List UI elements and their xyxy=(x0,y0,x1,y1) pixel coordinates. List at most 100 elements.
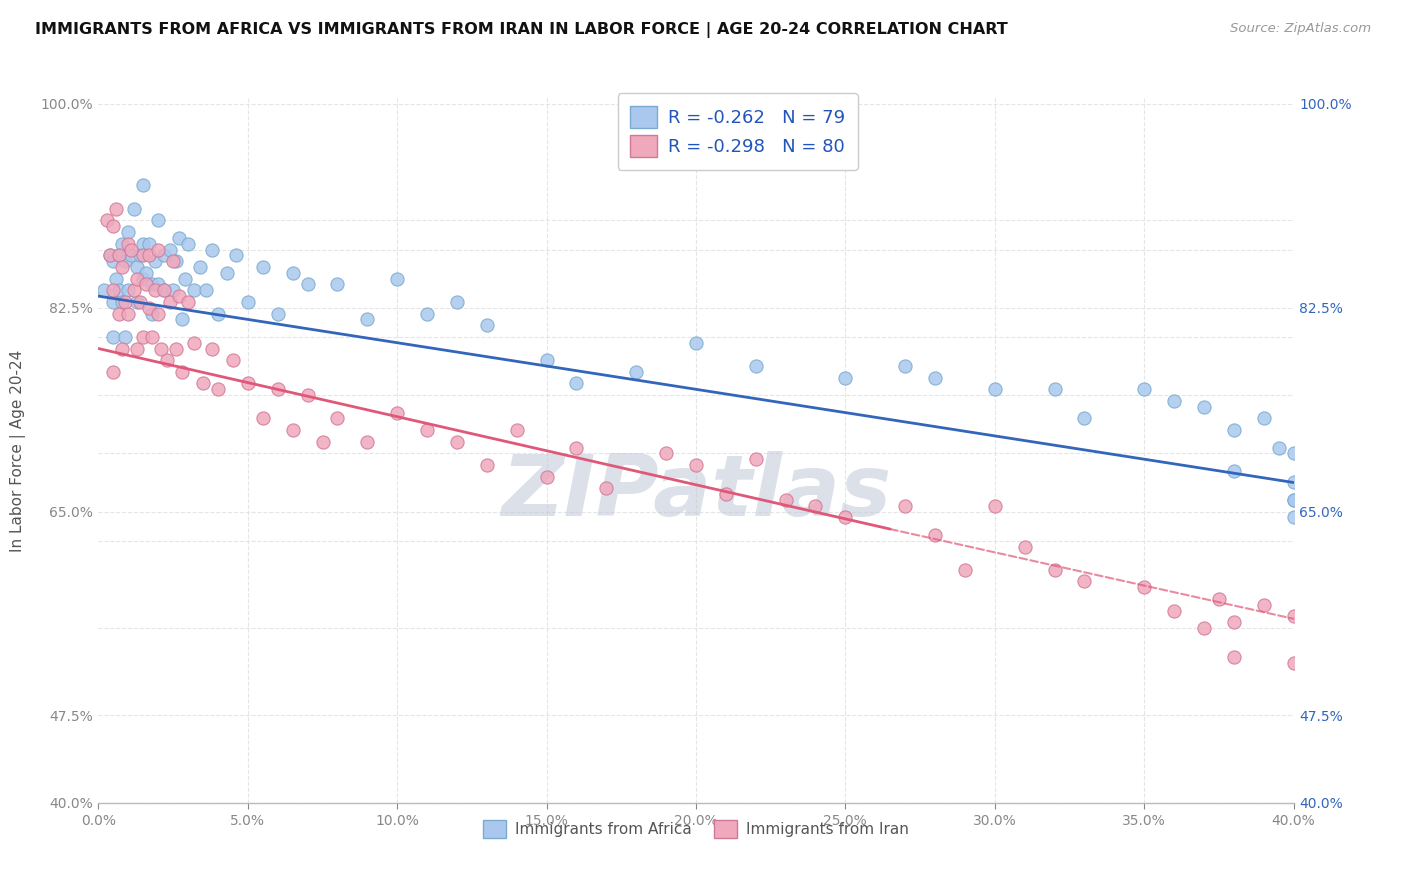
Point xyxy=(127,271,149,285)
Point xyxy=(1267,441,1289,455)
Point xyxy=(207,382,229,396)
Point xyxy=(1073,411,1095,425)
Point xyxy=(188,260,211,274)
Point xyxy=(105,202,128,216)
Point xyxy=(225,248,247,262)
Point xyxy=(183,283,205,297)
Point xyxy=(1282,510,1305,524)
Point xyxy=(267,307,290,321)
Point xyxy=(135,266,157,280)
Point xyxy=(162,254,184,268)
Point xyxy=(132,236,155,251)
Point xyxy=(626,365,648,379)
Point xyxy=(127,295,149,310)
Point xyxy=(804,499,827,513)
Point xyxy=(132,271,155,285)
Point xyxy=(167,289,190,303)
Point xyxy=(153,283,176,297)
Point xyxy=(953,563,976,577)
Point xyxy=(745,359,768,373)
Point xyxy=(924,370,946,384)
Point xyxy=(326,277,349,292)
Point xyxy=(1163,604,1185,618)
Point xyxy=(984,499,1007,513)
Point xyxy=(311,434,333,449)
Point xyxy=(446,434,468,449)
Point xyxy=(416,307,439,321)
Point xyxy=(120,248,142,262)
Legend: Immigrants from Africa, Immigrants from Iran: Immigrants from Africa, Immigrants from … xyxy=(477,814,915,845)
Point xyxy=(143,283,166,297)
Point xyxy=(565,441,588,455)
Point xyxy=(655,446,678,460)
Point xyxy=(111,236,134,251)
Point xyxy=(1253,598,1275,612)
Point xyxy=(1282,492,1305,507)
Point xyxy=(127,260,149,274)
Point xyxy=(201,342,224,356)
Point xyxy=(1163,394,1185,409)
Point xyxy=(775,492,797,507)
Point xyxy=(236,295,259,310)
Point xyxy=(475,458,498,472)
Point xyxy=(1223,423,1246,437)
Point xyxy=(108,307,131,321)
Point xyxy=(1043,382,1066,396)
Point xyxy=(108,248,131,262)
Point xyxy=(1192,621,1215,635)
Point xyxy=(124,202,146,216)
Point xyxy=(148,213,170,227)
Point xyxy=(148,243,170,257)
Point xyxy=(117,307,139,321)
Point xyxy=(834,510,856,524)
Point xyxy=(536,469,558,483)
Point xyxy=(475,318,498,333)
Point xyxy=(1282,475,1305,490)
Text: IMMIGRANTS FROM AFRICA VS IMMIGRANTS FROM IRAN IN LABOR FORCE | AGE 20-24 CORREL: IMMIGRANTS FROM AFRICA VS IMMIGRANTS FRO… xyxy=(35,22,1008,38)
Point xyxy=(1282,492,1305,507)
Point xyxy=(172,312,194,326)
Point xyxy=(252,260,274,274)
Point xyxy=(135,277,157,292)
Point xyxy=(143,254,166,268)
Point xyxy=(1043,563,1066,577)
Point xyxy=(108,248,131,262)
Point xyxy=(98,248,122,262)
Point xyxy=(565,376,588,391)
Point xyxy=(1253,411,1275,425)
Point xyxy=(103,295,125,310)
Point xyxy=(281,423,304,437)
Point xyxy=(103,365,125,379)
Point xyxy=(215,266,238,280)
Point xyxy=(207,307,229,321)
Point xyxy=(195,283,218,297)
Point xyxy=(156,353,179,368)
Point xyxy=(141,330,163,344)
Point xyxy=(167,231,190,245)
Point xyxy=(103,330,125,344)
Text: ZIPatlas: ZIPatlas xyxy=(501,451,891,534)
Point xyxy=(172,365,194,379)
Point xyxy=(1223,650,1246,665)
Point xyxy=(236,376,259,391)
Point xyxy=(153,248,176,262)
Point xyxy=(162,283,184,297)
Point xyxy=(1282,446,1305,460)
Point xyxy=(984,382,1007,396)
Point xyxy=(1073,574,1095,589)
Point xyxy=(117,236,139,251)
Point xyxy=(150,342,173,356)
Point xyxy=(222,353,245,368)
Point xyxy=(141,277,163,292)
Point xyxy=(685,335,707,350)
Point xyxy=(1282,656,1305,670)
Point xyxy=(108,283,131,297)
Point xyxy=(1133,580,1156,594)
Point xyxy=(98,248,122,262)
Point xyxy=(124,283,146,297)
Point xyxy=(177,236,200,251)
Point xyxy=(446,295,468,310)
Point xyxy=(111,260,134,274)
Point xyxy=(159,295,181,310)
Point xyxy=(745,452,768,467)
